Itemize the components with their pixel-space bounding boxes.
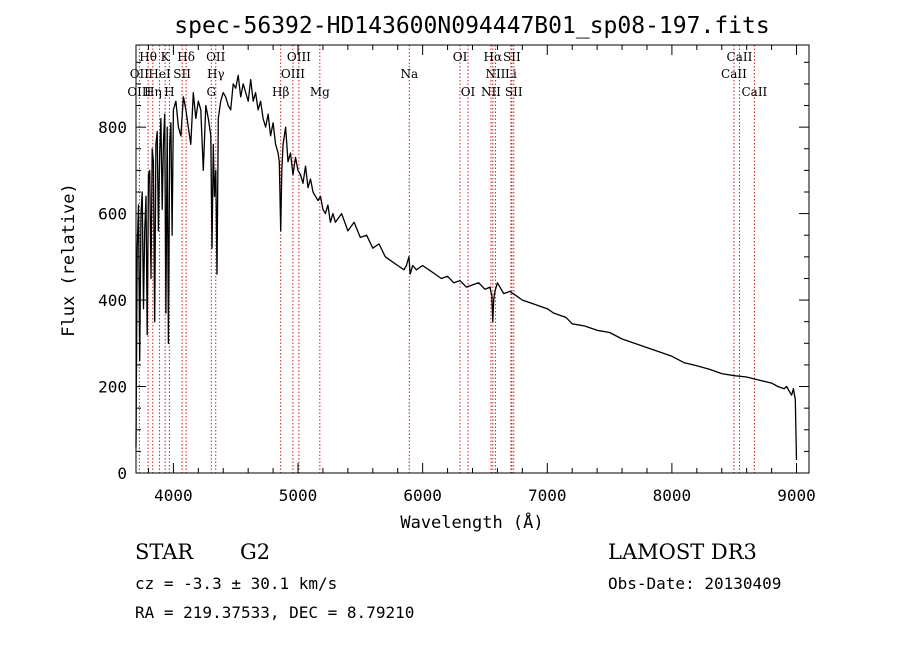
line-label-5: OI	[453, 50, 468, 64]
y-tick-label-2: 400	[98, 291, 127, 310]
line-label-6: Hα	[484, 50, 503, 64]
line-label-20: H	[164, 85, 174, 99]
plot-frame	[135, 44, 810, 474]
line-label-15: NII	[485, 67, 505, 81]
x-tick-label-4: 8000	[653, 486, 692, 505]
x-tick-label-5: 9000	[777, 486, 816, 505]
obs-date-text: Obs-Date: 20130409	[608, 574, 782, 593]
y-tick-label-4: 800	[98, 118, 127, 137]
x-axis-label: Wavelength (Å)	[400, 511, 543, 533]
y-tick-label-1: 200	[98, 378, 127, 397]
line-label-19: Hη	[144, 85, 162, 99]
y-tick-label-3: 600	[98, 205, 127, 224]
class-label: STAR	[135, 540, 194, 564]
line-label-10: HeI	[148, 67, 171, 81]
chart-title: spec-56392-HD143600N094447B01_sp08-197.f…	[174, 13, 769, 39]
coordinates-text: RA = 219.37533, DEC = 8.79210	[135, 603, 415, 622]
line-label-14: Na	[400, 67, 418, 81]
line-label-4: OIII	[287, 50, 311, 64]
line-label-2: Hδ	[177, 50, 195, 64]
x-tick-label-1: 5000	[279, 486, 318, 505]
x-tick-label-3: 7000	[528, 486, 567, 505]
line-label-23: Mg	[310, 85, 330, 99]
line-label-1: K	[161, 50, 171, 64]
line-label-13: OIII	[281, 67, 305, 81]
y-tick-label-0: 0	[117, 464, 127, 483]
redshift-text: cz = -3.3 ± 30.1 km/s	[135, 574, 338, 593]
line-label-16: Li	[505, 67, 517, 81]
survey-label: LAMOST DR3	[608, 540, 757, 564]
line-label-25: NII	[481, 85, 501, 99]
line-label-22: Hβ	[272, 85, 289, 99]
line-label-11: SII	[173, 67, 191, 81]
line-label-17: CaII	[721, 67, 747, 81]
line-label-7: SII	[503, 50, 521, 64]
line-label-26: SII	[505, 85, 523, 99]
spectrum-series-line	[135, 74, 798, 461]
subclass-label: G2	[240, 540, 271, 564]
line-label-21: G	[206, 85, 216, 99]
y-axis-label: Flux (relative)	[59, 183, 79, 337]
x-tick-label-0: 4000	[154, 486, 193, 505]
line-label-12: Hγ	[207, 67, 225, 81]
line-label-27: CaII	[741, 85, 767, 99]
x-axis: 4000 5000 6000 7000 8000 9000	[147, 45, 816, 505]
line-label-3: OII	[206, 50, 226, 64]
emission-line-markers	[138, 45, 755, 473]
line-label-9: OII	[130, 67, 150, 81]
y-axis: 0 200 400 600 800	[98, 61, 809, 483]
line-label-18: OIII	[127, 85, 151, 99]
line-label-0: Hθ	[139, 50, 157, 64]
line-label-24: OI	[461, 85, 476, 99]
line-label-8: CaII	[727, 50, 753, 64]
x-tick-label-2: 6000	[403, 486, 442, 505]
